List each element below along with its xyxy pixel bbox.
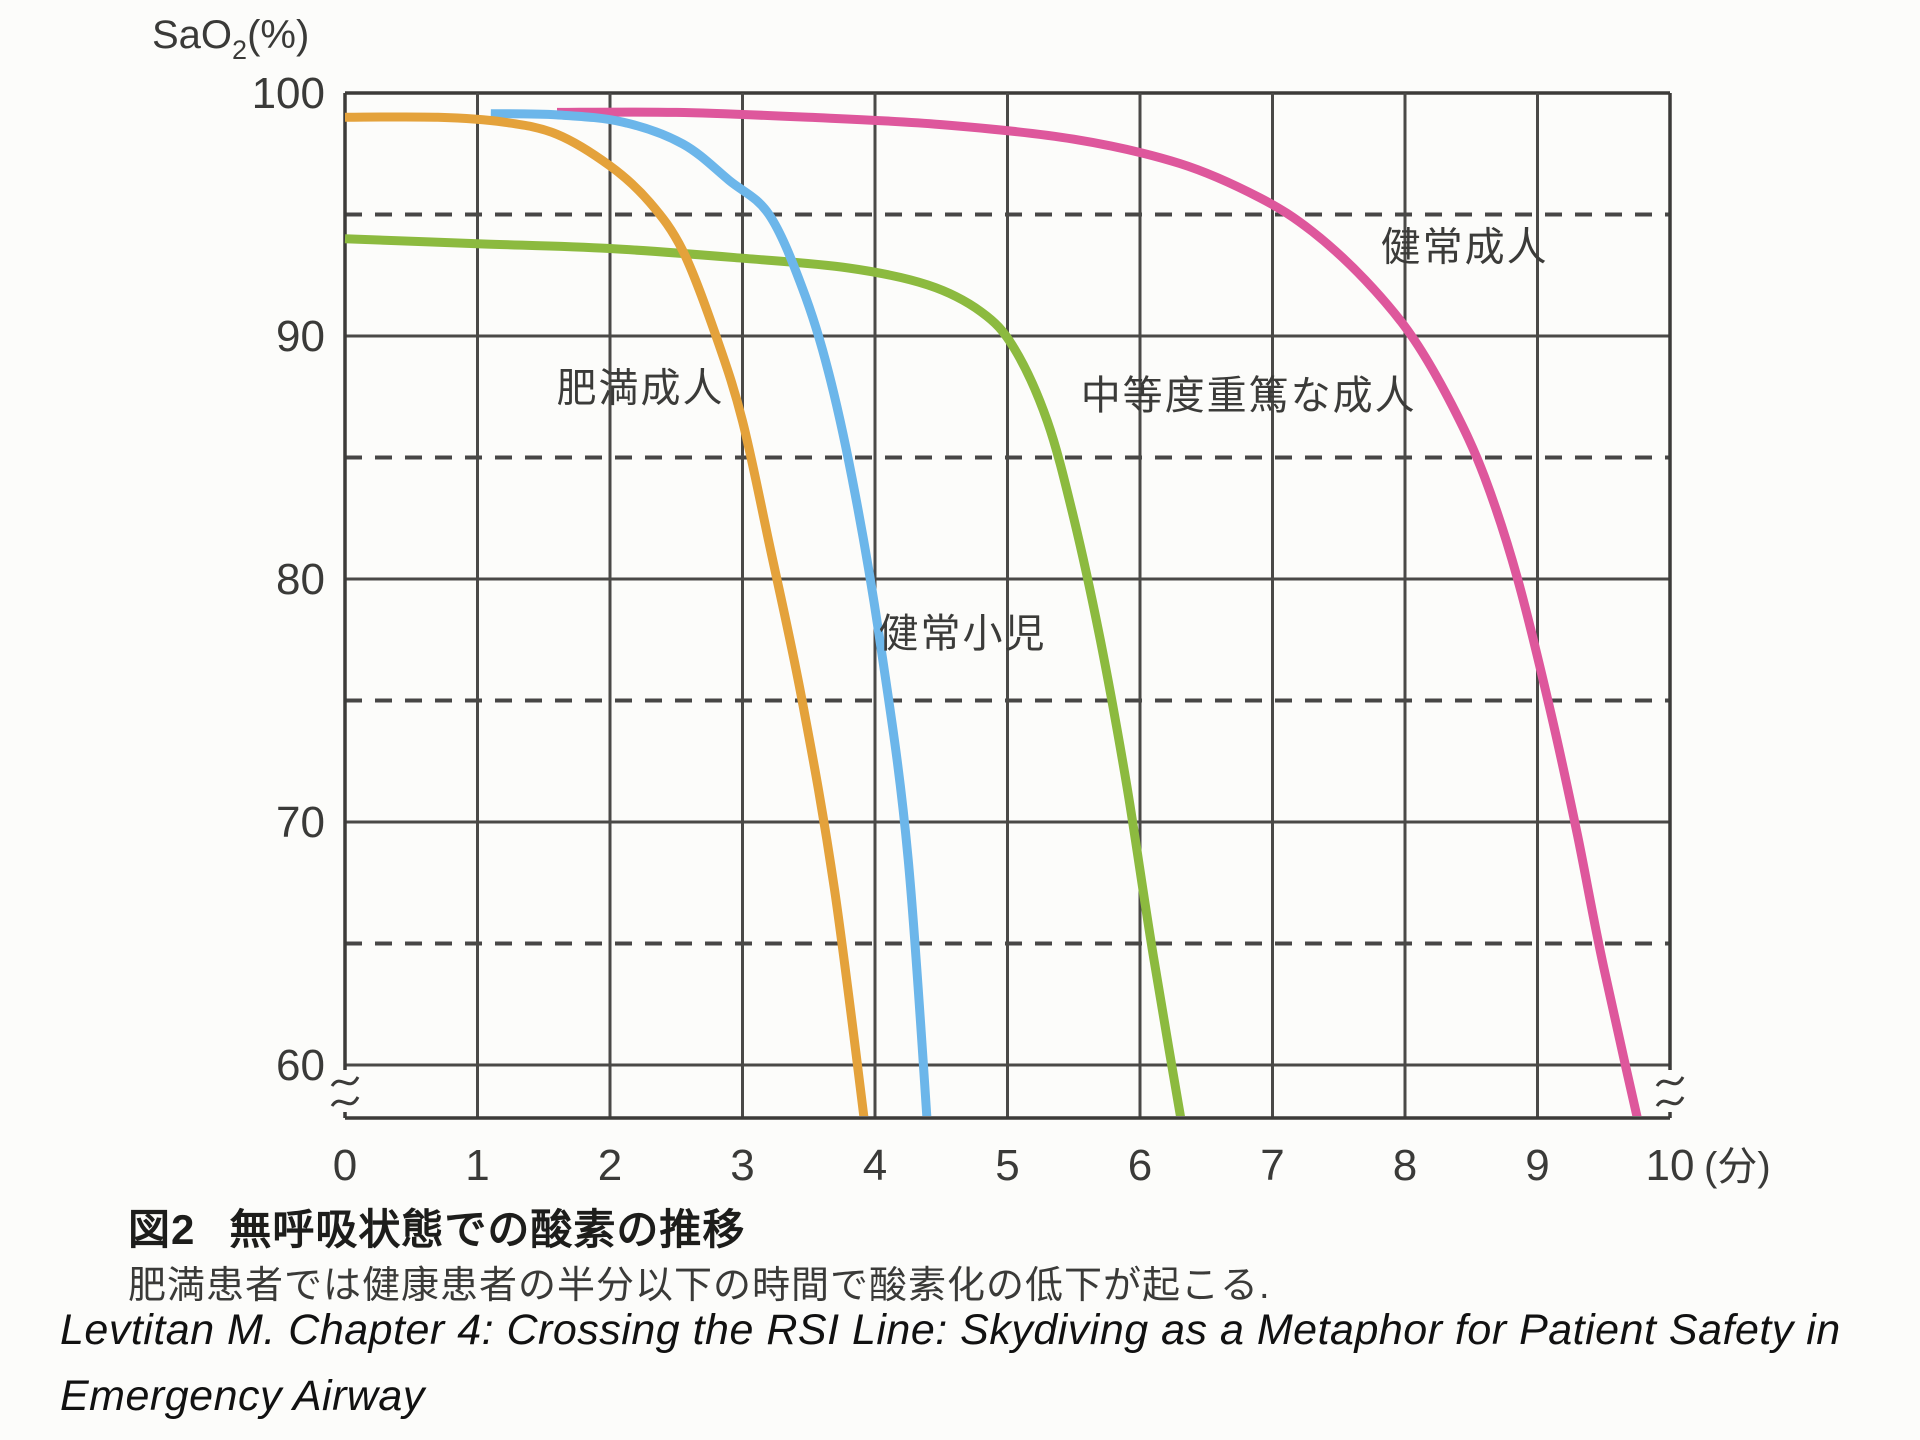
y-tick-label-80: 80 [276, 555, 325, 604]
curve-label-healthy-adult: 健常成人 [1381, 226, 1549, 270]
left-axis-break-mark-2 [330, 1096, 360, 1107]
x-tick-label-8: 8 [1393, 1141, 1417, 1190]
y-tick-label-100: 100 [252, 69, 325, 118]
x-tick-label-6: 6 [1128, 1141, 1152, 1190]
x-tick-label-7: 7 [1260, 1141, 1284, 1190]
curves-group [344, 107, 1642, 1116]
x-tick-label-5: 5 [995, 1141, 1019, 1190]
x-tick-label-1: 1 [465, 1141, 489, 1190]
x-tick-label-10: 10 [1646, 1141, 1695, 1190]
x-axis-unit-label: (分) [1704, 1145, 1771, 1189]
left-axis-break-mark-1 [330, 1076, 360, 1087]
y-tick-label-60: 60 [276, 1041, 325, 1090]
curve-healthy-child [490, 109, 932, 1116]
right-axis-break-mark-2 [1655, 1096, 1685, 1107]
x-tick-label-9: 9 [1525, 1141, 1549, 1190]
x-tick-label-0: 0 [333, 1141, 357, 1190]
right-axis-break-mark-1 [1655, 1076, 1685, 1087]
curve-label-moderately-ill-adult: 中等度重篤な成人 [1081, 374, 1417, 418]
y-axis-title: SaO2(%) [152, 13, 309, 65]
curve-label-healthy-child: 健常小児 [879, 612, 1047, 656]
x-tick-label-4: 4 [863, 1141, 887, 1190]
curve-label-obese-adult: 肥満成人 [557, 367, 725, 411]
y-tick-label-90: 90 [276, 312, 325, 361]
curve-obese-adult [344, 112, 869, 1116]
curve-moderately-ill-adult [344, 234, 1185, 1116]
y-tick-label-70: 70 [276, 798, 325, 847]
x-tick-label-3: 3 [730, 1141, 754, 1190]
x-tick-label-2: 2 [598, 1141, 622, 1190]
curve-healthy-adult [556, 107, 1642, 1116]
